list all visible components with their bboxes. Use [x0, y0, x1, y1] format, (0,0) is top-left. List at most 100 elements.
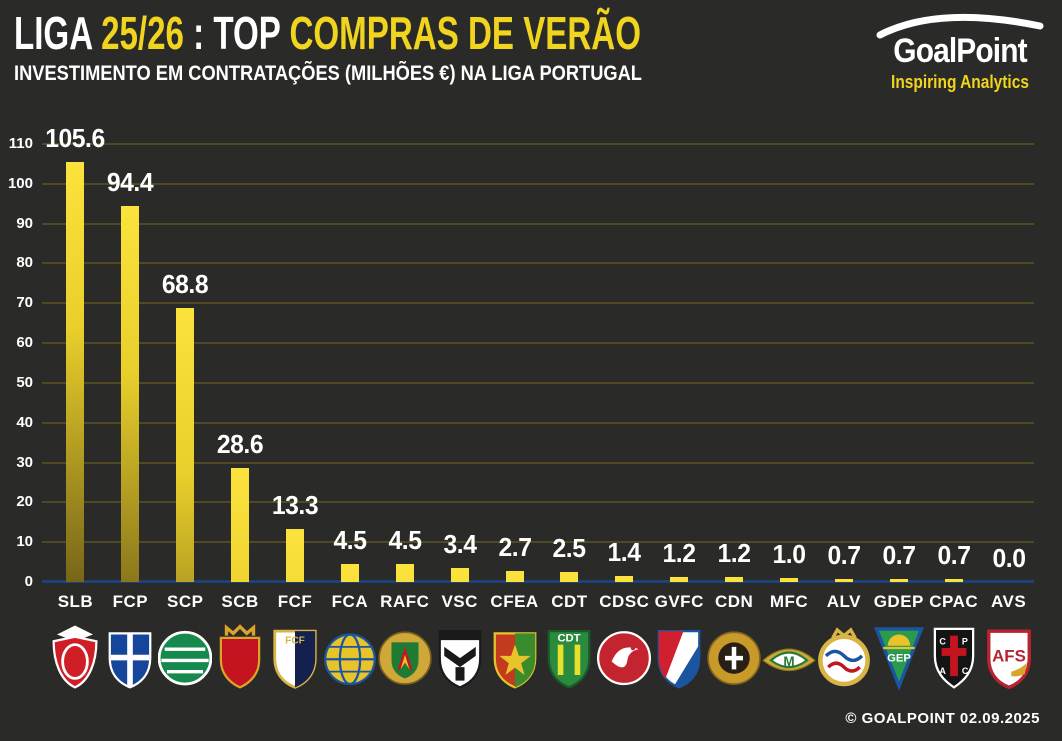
- category-label-VSC: VSC: [441, 592, 478, 611]
- category-label-GVFC: GVFC: [654, 592, 704, 611]
- club-logo-GDEP: GEP: [871, 618, 926, 696]
- category-label-CPAC: CPAC: [929, 592, 979, 611]
- avs-crest-icon: AFS: [986, 629, 1031, 690]
- category-label-SCP: SCP: [166, 592, 204, 611]
- value-label-CDT: 2.5: [552, 533, 586, 564]
- bar-column-CDT: 2.5: [542, 144, 597, 582]
- bar-column-SCP: 68.8: [158, 144, 213, 582]
- category-label-CFEA: CFEA: [490, 592, 539, 611]
- category-label-SCB: SCB: [221, 592, 259, 611]
- club-logo-AVS: AFS: [981, 618, 1036, 696]
- slb-crest-icon: [52, 625, 98, 689]
- svg-text:A: A: [939, 666, 946, 676]
- rafc-crest-icon: [378, 631, 432, 685]
- category-label-FCF: FCF: [277, 592, 313, 611]
- y-tick-10: 10: [16, 533, 33, 551]
- svg-text:CDT: CDT: [558, 632, 581, 644]
- svg-text:M: M: [783, 654, 794, 669]
- y-tick-20: 20: [16, 493, 33, 511]
- club-logo-VSC: [432, 618, 487, 696]
- gvfc-crest-icon: [657, 630, 701, 689]
- bar-FCP: [121, 206, 140, 582]
- x-axis: SLB FCP SCP SCB FCF FCA RAFC VSC CFEA CDT CDSC GVFC…: [48, 592, 1036, 612]
- category-label-GDEP: GDEP: [873, 592, 924, 611]
- bar-column-SLB: 105.6: [46, 123, 106, 582]
- y-tick-80: 80: [16, 254, 33, 272]
- fcf-crest-icon: FCF: [273, 629, 317, 689]
- value-label-CFEA: 2.7: [498, 532, 532, 563]
- y-tick-90: 90: [16, 214, 33, 232]
- value-label-VSC: 3.4: [443, 529, 477, 560]
- y-axis: 0 10 20 30 40 50 60 70 80 90 100 110: [0, 136, 36, 590]
- bar-VSC: [450, 568, 469, 582]
- gridline-20: [42, 501, 1034, 504]
- cdsc-crest-icon: [597, 631, 652, 686]
- club-logo-CDN: [707, 618, 762, 696]
- club-logo-CFEA: [487, 618, 542, 696]
- value-label-FCF: 13.3: [271, 490, 319, 521]
- club-logo-CDSC: [597, 618, 652, 696]
- title-part-season: 25/26: [101, 7, 184, 59]
- bar-CPAC: [944, 579, 963, 582]
- gridline-90: [42, 222, 1034, 225]
- bar-column-FCA: 4.5: [322, 144, 377, 582]
- club-logo-ALV: [816, 618, 871, 696]
- bar-column-CFEA: 2.7: [487, 144, 542, 582]
- bar-column-RAFC: 4.5: [377, 144, 432, 582]
- club-logo-FCA: [322, 618, 377, 696]
- cdn-crest-icon: [707, 631, 761, 685]
- bar-CDN: [725, 577, 744, 582]
- vsc-crest-icon: [438, 630, 482, 689]
- bar-SLB: [66, 161, 85, 582]
- y-tick-50: 50: [16, 373, 33, 391]
- club-logo-RAFC: [377, 618, 432, 696]
- value-label-CDSC: 1.4: [607, 537, 641, 568]
- svg-text:C: C: [939, 637, 946, 647]
- y-tick-110: 110: [8, 135, 33, 152]
- gdep-crest-icon: GEP: [873, 627, 924, 691]
- title-part-liga: LIGA: [14, 7, 102, 59]
- y-tick-40: 40: [16, 413, 33, 431]
- category-label-MFC: MFC: [769, 592, 809, 611]
- value-label-GVFC: 1.2: [662, 538, 696, 569]
- title-part-top: : TOP: [183, 7, 290, 59]
- cpac-crest-icon: C P A C: [933, 627, 974, 689]
- value-label-SLB: 105.6: [45, 122, 106, 153]
- page-title: LIGA 25/26 : TOP COMPRAS DE VERÃO: [14, 6, 641, 60]
- scb-crest-icon: [219, 624, 261, 689]
- fcp-crest-icon: [108, 632, 152, 689]
- bar-SCP: [176, 308, 195, 582]
- title-part-compras: COMPRAS DE VERÃO: [289, 7, 641, 59]
- bar-ALV: [834, 579, 853, 582]
- copyright: © GOALPOINT 02.09.2025: [845, 710, 1040, 727]
- category-label-AVS: AVS: [990, 592, 1027, 611]
- bar-column-CPAC: 0.7: [926, 144, 981, 582]
- y-tick-0: 0: [24, 573, 33, 590]
- gridline-70: [42, 302, 1034, 305]
- gridline-30: [42, 461, 1034, 464]
- value-label-FCP: 94.4: [107, 167, 154, 198]
- bar-column-GDEP: 0.7: [871, 144, 926, 582]
- bar-FCA: [340, 564, 359, 582]
- bar-CFEA: [505, 571, 524, 582]
- value-label-SCB: 28.6: [217, 429, 264, 460]
- scp-crest-icon: [158, 630, 213, 686]
- category-label-ALV: ALV: [826, 592, 862, 611]
- svg-text:GEP: GEP: [887, 653, 911, 665]
- value-label-GDEP: 0.7: [882, 540, 916, 571]
- bar-SCB: [231, 468, 250, 582]
- bar-column-SCB: 28.6: [213, 144, 268, 582]
- page-subtitle: INVESTIMENTO EM CONTRATAÇÕES (MILHÕES €)…: [14, 62, 642, 85]
- value-label-FCA: 4.5: [333, 525, 367, 556]
- bar-column-GVFC: 1.2: [652, 144, 707, 582]
- bar-column-AVS: 0.0: [981, 144, 1036, 582]
- bar-column-ALV: 0.7: [816, 144, 871, 582]
- club-logo-CPAC: C P A C: [926, 618, 981, 696]
- bar-column-FCP: 94.4: [103, 144, 158, 582]
- club-logos-row: FCF CDT M GEP C P A C AFS: [48, 618, 1036, 696]
- y-tick-30: 30: [16, 453, 33, 471]
- swoosh-icon: [876, 13, 1044, 39]
- goalpoint-logo: GoalPoint Inspiring Analytics: [868, 4, 1052, 93]
- bar-MFC: [780, 578, 799, 582]
- svg-text:P: P: [962, 637, 968, 647]
